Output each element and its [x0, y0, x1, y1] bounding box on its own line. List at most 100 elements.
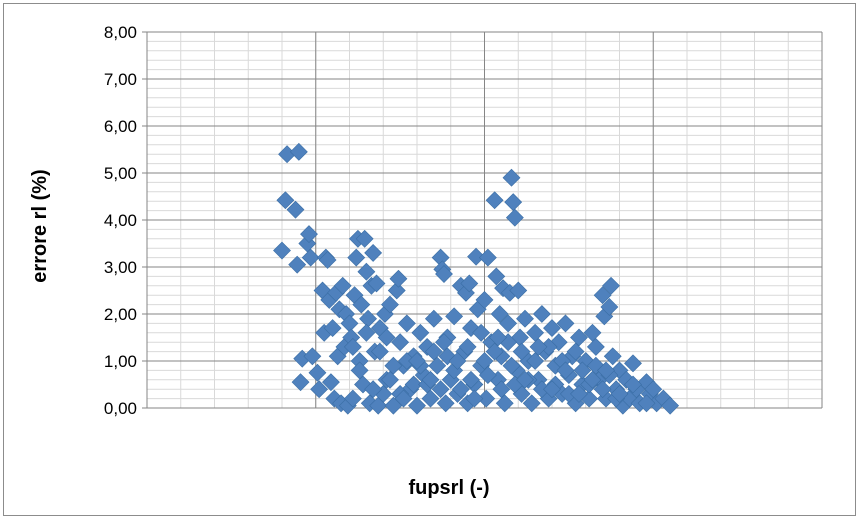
- data-point: [624, 375, 642, 394]
- data-point: [465, 389, 484, 408]
- data-point: [364, 243, 383, 262]
- data-point: [397, 314, 416, 333]
- data-point: [644, 380, 663, 399]
- data-point: [570, 384, 588, 403]
- data-point: [436, 394, 455, 413]
- data-point: [301, 248, 320, 267]
- data-point: [435, 265, 453, 283]
- data-point: [593, 286, 612, 305]
- data-point: [421, 370, 440, 389]
- data-point: [408, 396, 426, 415]
- data-point: [566, 342, 585, 361]
- data-point: [610, 384, 629, 403]
- data-point: [394, 389, 413, 408]
- data-point: [364, 380, 383, 399]
- data-point: [421, 389, 440, 408]
- data-point: [300, 225, 318, 244]
- data-point: [286, 200, 305, 219]
- data-point: [451, 380, 470, 399]
- data-point: [570, 328, 588, 347]
- data-point: [603, 347, 622, 366]
- y-tick-label: 1,00: [104, 352, 137, 371]
- data-point: [522, 394, 541, 413]
- data-point: [352, 295, 371, 314]
- data-point: [529, 337, 548, 356]
- data-point: [495, 394, 514, 413]
- data-point: [602, 276, 620, 295]
- y-tick-label: 7,00: [104, 70, 137, 89]
- data-point: [532, 305, 551, 323]
- data-point: [411, 323, 430, 342]
- data-point: [435, 333, 453, 352]
- data-point: [543, 380, 561, 399]
- data-point: [303, 347, 322, 366]
- data-point: [343, 337, 362, 356]
- data-point: [460, 274, 479, 293]
- grid: [142, 31, 823, 409]
- y-tick-label: 8,00: [104, 23, 137, 42]
- data-point: [478, 248, 497, 267]
- data-point: [504, 193, 523, 212]
- scatter-chart: 0,00 1,00 2,00 3,00 4,00 5,00 6,00 7,00 8,00 err…: [29, 23, 823, 499]
- data-point: [467, 247, 485, 266]
- chart-area: 0,00 1,00 2,00 3,00 4,00 5,00 6,00 7,00 8,00 err…: [3, 3, 856, 516]
- data-point: [490, 305, 509, 323]
- data-point: [424, 342, 443, 361]
- data-point: [448, 352, 467, 370]
- data-point: [475, 290, 494, 309]
- y-tick-label: 2,00: [104, 305, 137, 324]
- data-point: [637, 394, 656, 413]
- data-point: [475, 352, 494, 370]
- data-point: [487, 267, 506, 286]
- data-point: [355, 229, 374, 248]
- y-tick-label: 5,00: [104, 164, 137, 183]
- data-point: [526, 323, 545, 342]
- data-point: [445, 307, 464, 326]
- data-point: [322, 373, 340, 392]
- data-point: [404, 375, 423, 394]
- y-tick-label: 3,00: [104, 258, 137, 277]
- data-point: [359, 309, 377, 328]
- data-point: [502, 168, 521, 187]
- data-point: [586, 337, 605, 356]
- data-point: [556, 361, 575, 380]
- data-point: [308, 363, 327, 382]
- y-axis-title: errore rl (%): [29, 169, 51, 282]
- data-point: [381, 295, 399, 314]
- data-point: [408, 352, 426, 370]
- y-tick-label: 4,00: [104, 211, 137, 230]
- data-points: [273, 142, 680, 415]
- data-point: [357, 262, 376, 281]
- data-point: [661, 396, 680, 415]
- data-point: [472, 323, 491, 342]
- data-point: [387, 281, 406, 300]
- data-point: [289, 142, 308, 161]
- data-point: [485, 342, 504, 361]
- data-point: [516, 309, 534, 328]
- data-point: [505, 208, 524, 227]
- data-point: [489, 328, 507, 347]
- data-point: [350, 361, 369, 380]
- data-point: [458, 337, 477, 356]
- data-point: [424, 309, 443, 328]
- data-point: [384, 356, 403, 375]
- data-point: [597, 361, 615, 380]
- data-point: [509, 281, 528, 300]
- data-point: [391, 333, 410, 352]
- data-point: [288, 255, 307, 274]
- data-point: [381, 370, 399, 389]
- data-point: [478, 366, 497, 385]
- data-point: [583, 323, 602, 342]
- data-point: [333, 276, 352, 295]
- y-tick-label: 6,00: [104, 117, 137, 136]
- data-point: [600, 298, 619, 316]
- data-point: [367, 274, 386, 293]
- data-point: [431, 380, 450, 399]
- data-point: [499, 314, 518, 333]
- data-point: [347, 248, 366, 267]
- data-point: [343, 389, 362, 408]
- data-point: [389, 269, 408, 288]
- data-point: [291, 373, 310, 392]
- y-axis-ticks: 0,00 1,00 2,00 3,00 4,00 5,00 6,00 7,00 8,00: [104, 23, 137, 418]
- data-point: [516, 370, 534, 389]
